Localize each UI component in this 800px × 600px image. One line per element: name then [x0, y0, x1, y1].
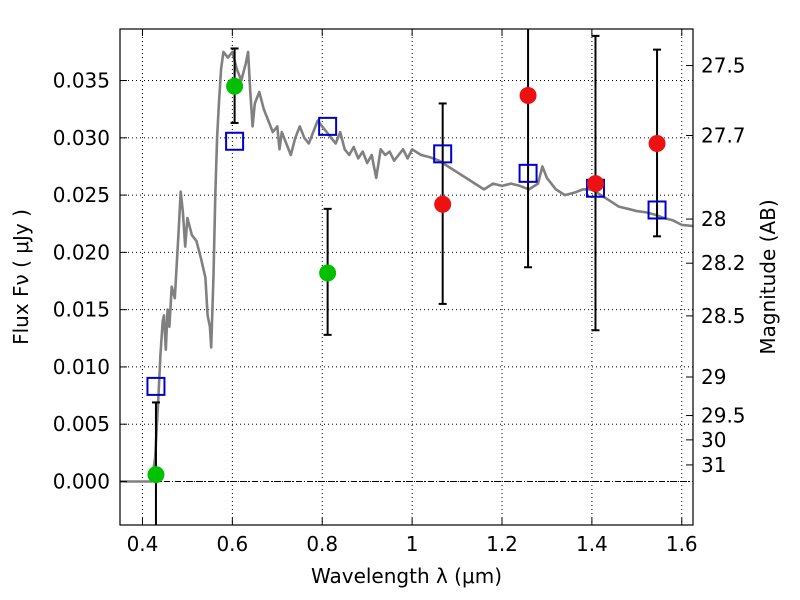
x-tick-label: 1.4: [576, 532, 608, 556]
plot-frame: [119, 28, 694, 526]
magnitude-axis-label: Magnitude (AB): [756, 199, 780, 354]
x-ticks: 0.4 0.6 0.8 1 1.2 1.4 1.6: [127, 29, 698, 556]
mag-tick-label: 28.5: [701, 304, 746, 328]
y-tick-label: 0.030: [53, 126, 110, 150]
square-point: [433, 144, 453, 164]
x-tick-label: 1: [406, 532, 419, 556]
red-point: [519, 86, 537, 104]
y-tick-label: 0.005: [53, 412, 110, 436]
y-tick-label: 0.025: [53, 183, 110, 207]
x-tick-label: 1.2: [486, 532, 518, 556]
y-ticks: 0.000 0.005 0.010 0.015 0.020 0.025 0.030 0.035: [53, 69, 127, 493]
mag-tick-label: 27.7: [701, 124, 746, 148]
x-tick-label: 0.4: [127, 532, 159, 556]
mag-tick-label: 29.5: [701, 404, 746, 428]
square-point: [518, 163, 538, 183]
red-point: [586, 175, 604, 193]
y-tick-label: 0.015: [53, 298, 110, 322]
green-point: [319, 264, 337, 282]
x-tick-label: 0.8: [306, 532, 338, 556]
y-tick-label: 0.035: [53, 69, 110, 93]
red-point: [434, 195, 452, 213]
square-point: [318, 116, 338, 136]
mag-tick-label: 28: [701, 207, 726, 231]
mag-tick-label: 30: [701, 428, 726, 452]
error-bar: [524, 29, 533, 269]
y-tick-label: 0.000: [53, 469, 110, 493]
square-point: [647, 200, 667, 220]
mag-tick-label: 28.2: [701, 251, 746, 275]
model-spectrum-layer: [120, 50, 694, 483]
mag-tick-label: 31: [701, 453, 726, 477]
square-point: [146, 376, 166, 396]
x-tick-label: 1.6: [666, 532, 698, 556]
y-axis-label: Flux Fν ( μJy ): [9, 209, 33, 345]
x-tick-label: 0.6: [216, 532, 248, 556]
data-points-layer: [146, 77, 667, 484]
green-point: [226, 77, 244, 95]
error-bar: [151, 401, 160, 525]
y-tick-label: 0.010: [53, 355, 110, 379]
square-point: [225, 131, 245, 151]
error-bar-layer: [151, 29, 662, 525]
y-tick-label: 0.020: [53, 240, 110, 264]
green-point: [147, 466, 165, 484]
mag-tick-label: 29: [701, 365, 726, 389]
red-point: [648, 135, 666, 153]
x-axis-label: Wavelength λ (μm): [311, 564, 502, 588]
model-spectrum-line: [120, 50, 694, 483]
mag-tick-label: 27.5: [701, 54, 746, 78]
